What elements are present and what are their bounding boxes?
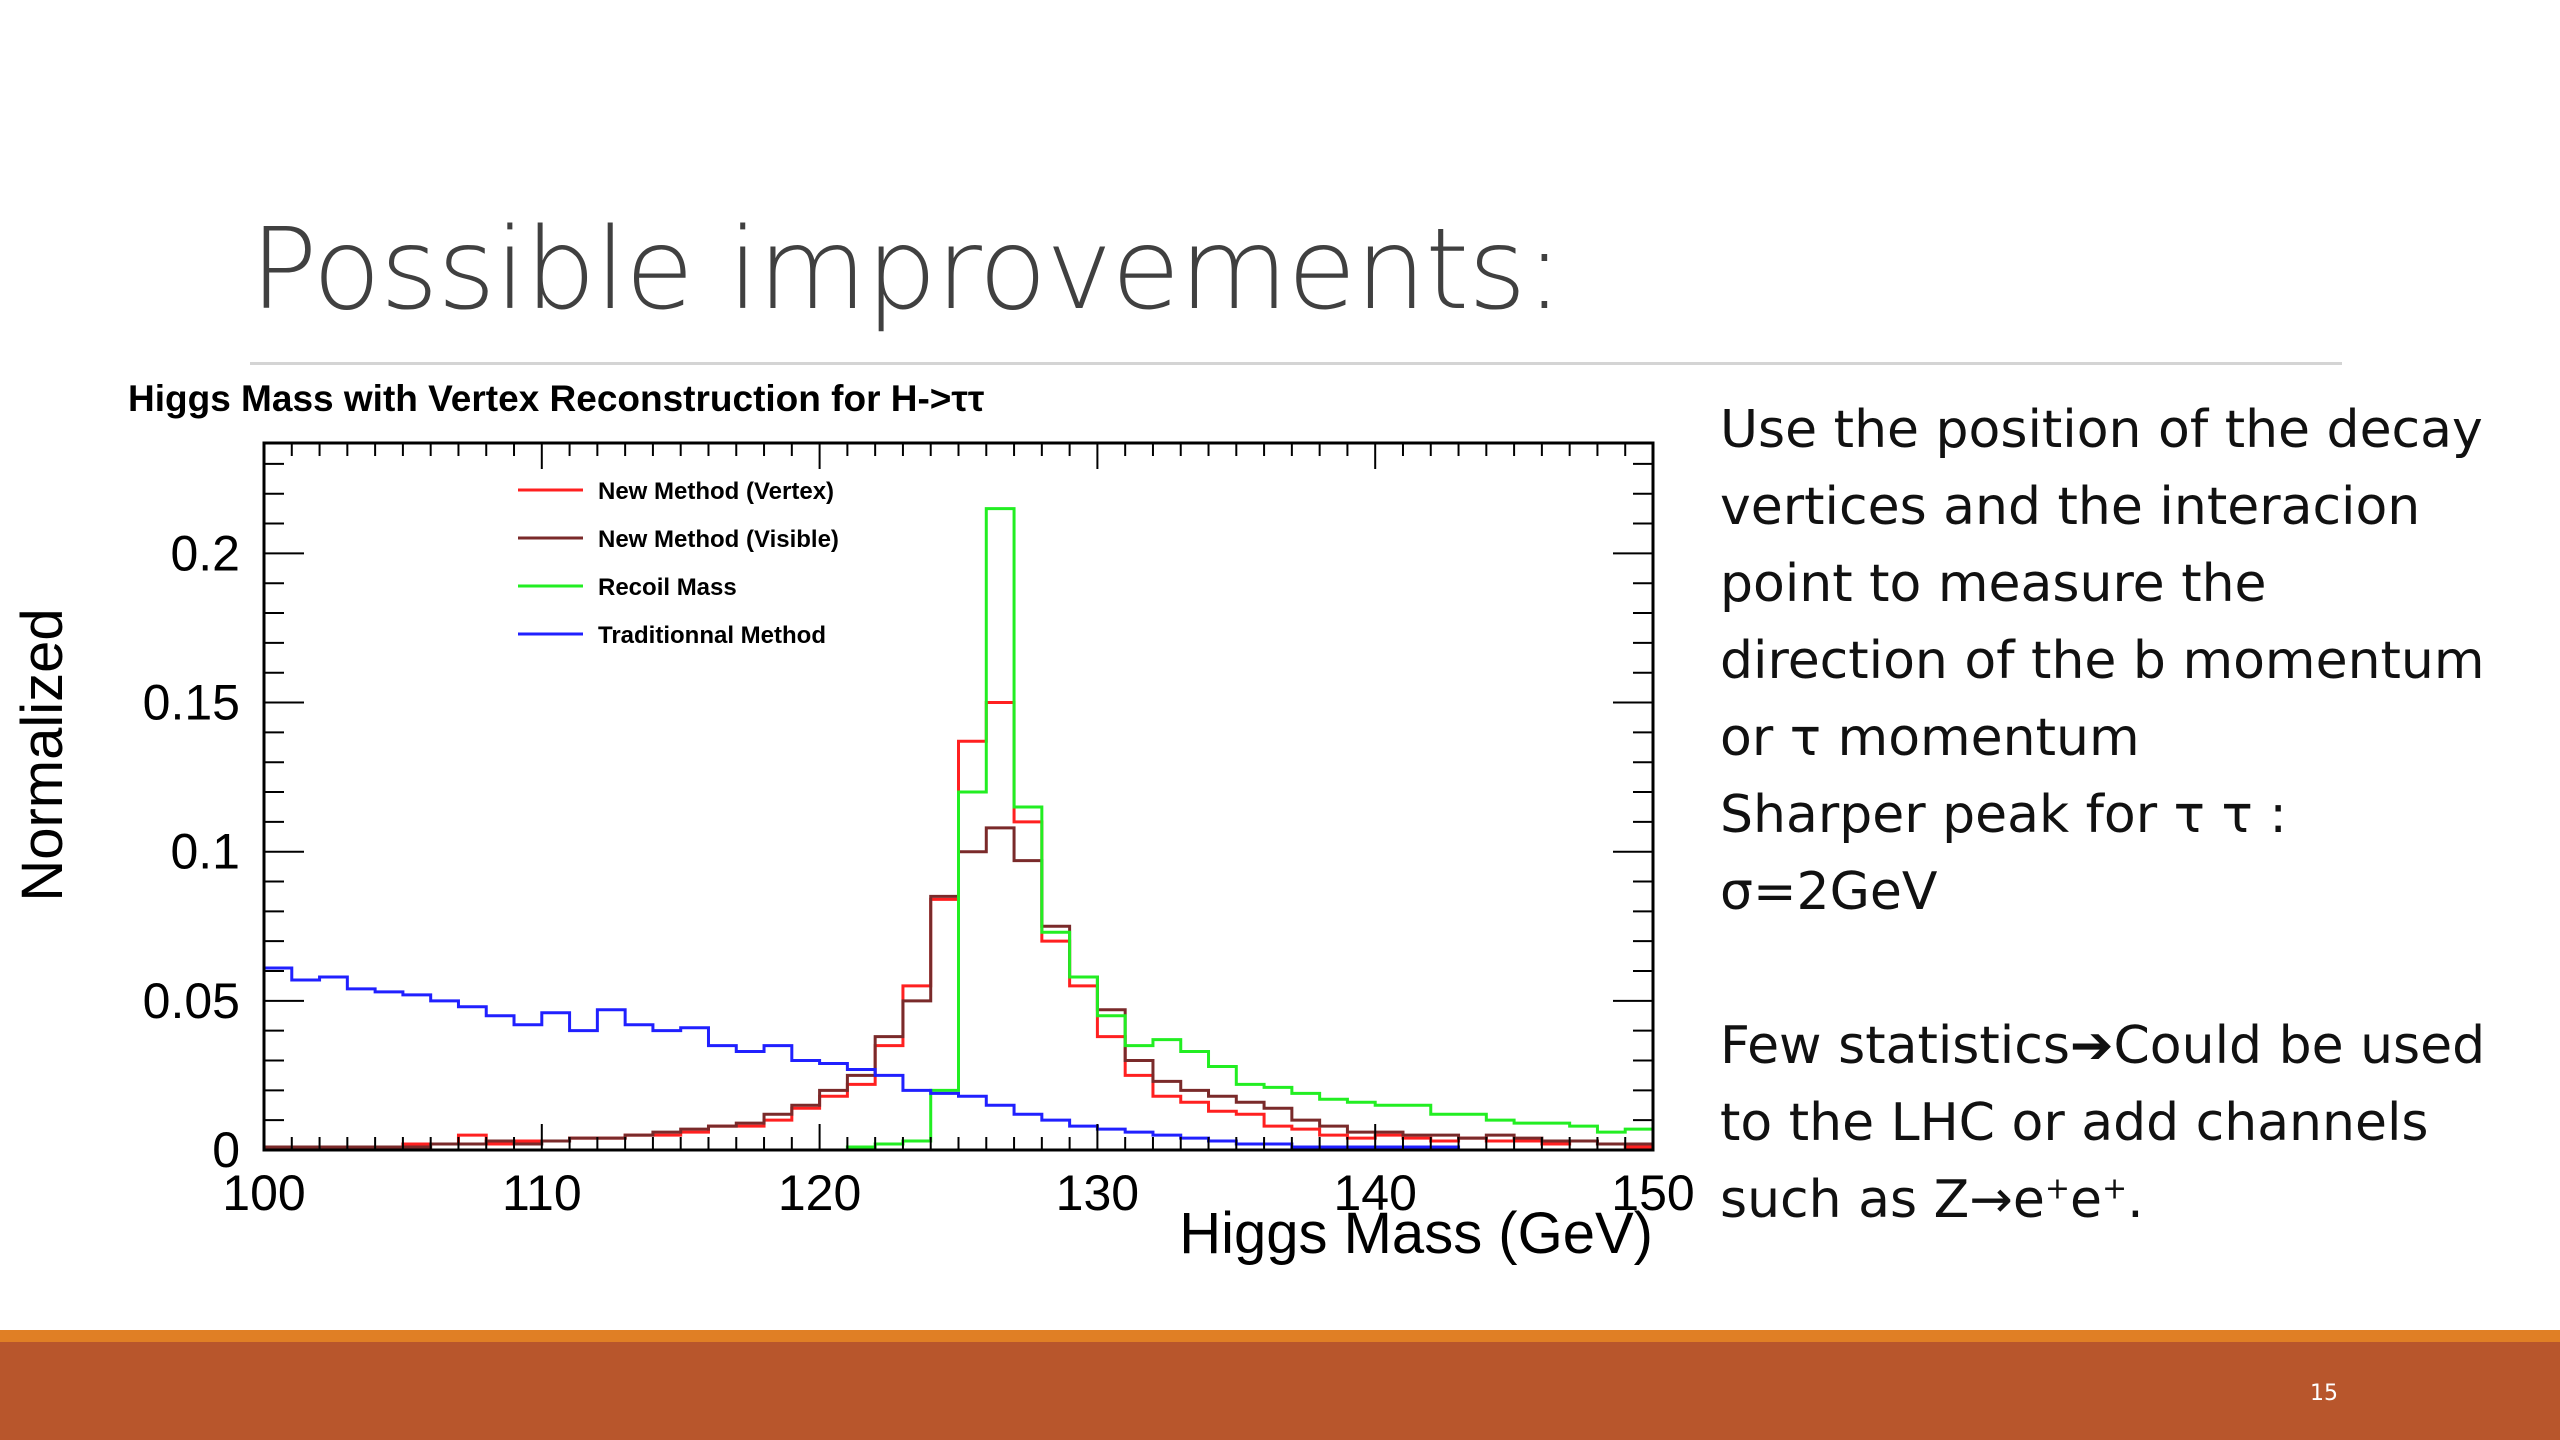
series-line-2 — [264, 507, 1655, 1152]
x-tick-label: 120 — [778, 1165, 861, 1221]
x-tick-label: 100 — [222, 1165, 305, 1221]
text-line: point to measure the — [1720, 554, 2267, 614]
text-line: vertices and the interacion — [1720, 477, 2421, 537]
x-tick-label: 110 — [502, 1165, 582, 1221]
body-text: Use the position of the decay vertices a… — [1720, 392, 2540, 1239]
chart-y-axis-label: Normalized — [10, 608, 75, 901]
plot-frame — [262, 441, 1655, 1152]
y-tick-label: 0.2 — [170, 525, 240, 581]
x-tick-label: 140 — [1333, 1165, 1416, 1221]
superscript-plus: + — [2101, 1171, 2128, 1207]
y-tick-label: 0.15 — [143, 675, 240, 731]
chart-title: Higgs Mass with Vertex Reconstruction fo… — [128, 378, 984, 419]
text-line: or τ momentum — [1720, 708, 2140, 768]
legend-label: Traditionnal Method — [598, 622, 826, 649]
page-number: 15 — [2310, 1381, 2338, 1406]
slide-title: Possible improvements: — [250, 205, 1563, 335]
text-span: . — [2127, 1170, 2144, 1230]
text-line: Use the position of the decay — [1720, 400, 2483, 460]
y-tick-label: 0 — [212, 1122, 240, 1178]
footer-bar — [0, 1342, 2560, 1440]
text-span: e — [2069, 1170, 2102, 1230]
text-line: such as Z→e+e+. — [1720, 1162, 2540, 1239]
text-line: σ=2GeV — [1720, 862, 1938, 922]
higgs-mass-chart: Higgs Mass with Vertex Reconstruction fo… — [0, 370, 1720, 1320]
footer-accent-stripe — [0, 1330, 2560, 1342]
title-divider — [250, 362, 2342, 365]
text-line: to the LHC or add channels — [1720, 1093, 2429, 1153]
text-line: Sharper peak for τ τ : — [1720, 785, 2287, 845]
y-tick-label: 0.1 — [170, 824, 240, 880]
x-tick-label: 130 — [1056, 1165, 1139, 1221]
x-tick-label: 150 — [1611, 1165, 1694, 1221]
text-line: Few statistics➔Could be used — [1720, 1008, 2540, 1085]
text-span: e — [2012, 1170, 2045, 1230]
legend-label: Recoil Mass — [598, 574, 737, 601]
chart-x-axis-label: Higgs Mass (GeV) — [1179, 1201, 1653, 1266]
y-tick-label: 0.05 — [143, 973, 240, 1029]
text-span: such as Z — [1720, 1170, 1970, 1230]
legend-label: New Method (Vertex) — [598, 478, 834, 505]
superscript-plus: + — [2044, 1171, 2070, 1207]
text-span: Could be used — [2113, 1016, 2486, 1076]
text-line: direction of the b momentum — [1720, 631, 2485, 691]
legend-label: New Method (Visible) — [598, 526, 839, 553]
chart-svg: Higgs Mass with Vertex Reconstruction fo… — [10, 378, 1695, 1266]
text-span: Few statistics — [1720, 1016, 2070, 1076]
arrow-icon: ➔ — [2069, 1016, 2114, 1076]
paragraph-gap — [1720, 931, 2540, 1008]
arrow-icon: → — [1969, 1170, 2013, 1230]
chart-legend: New Method (Vertex) New Method (Visible) R… — [518, 478, 839, 649]
